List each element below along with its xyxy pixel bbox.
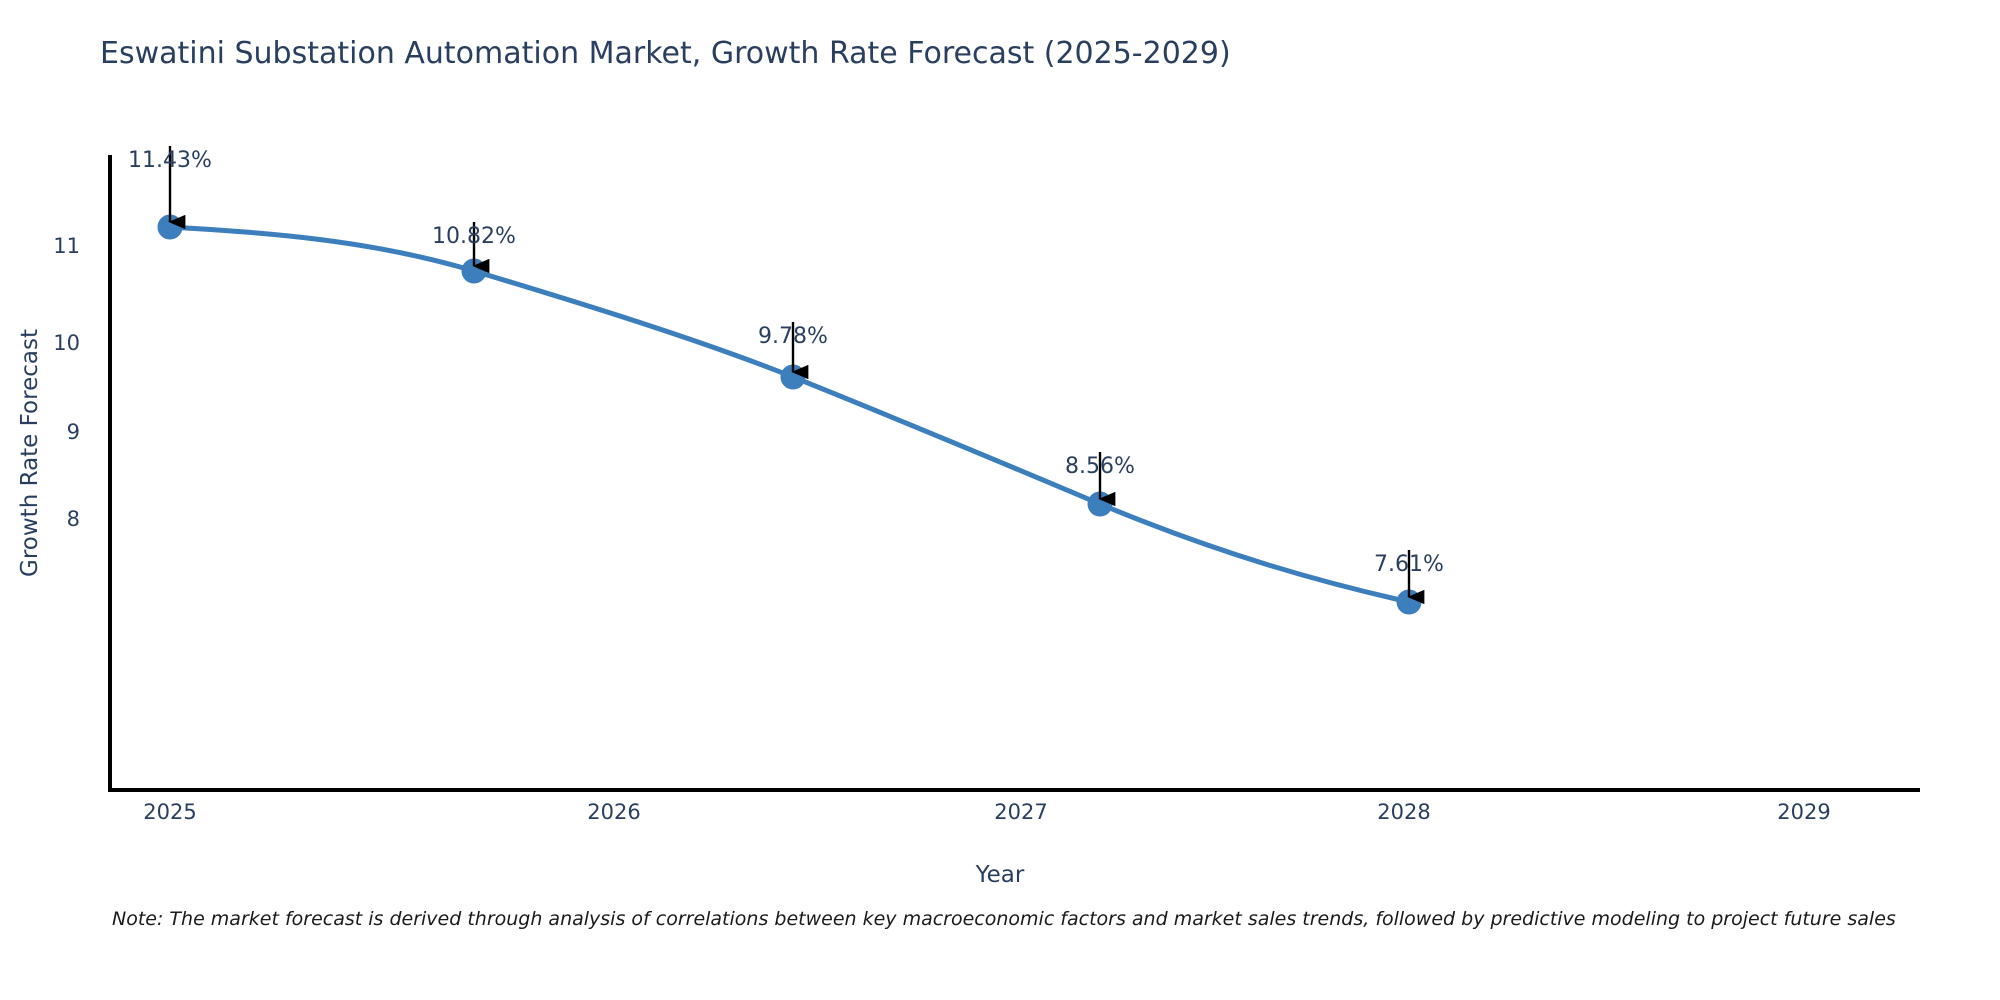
y-tick-label-8: 8	[66, 507, 80, 531]
footnote-note: Note: The market forecast is derived thr…	[112, 908, 1896, 930]
x-tick-label-2028: 2028	[1377, 800, 1431, 824]
data-label-2027: 9.78%	[758, 324, 828, 349]
x-tick-label-2027: 2027	[994, 800, 1048, 824]
x-tick-label-2025: 2025	[143, 800, 197, 824]
y-tick-label-11: 11	[53, 234, 80, 258]
x-tick-label-2026: 2026	[587, 800, 641, 824]
data-label-2029: 7.61%	[1374, 552, 1444, 577]
axis-spine	[108, 155, 1920, 792]
y-tick-label-10: 10	[53, 331, 80, 355]
x-tick-label-2029: 2029	[1777, 800, 1831, 824]
data-label-2026: 10.82%	[432, 224, 516, 249]
data-label-2028: 8.56%	[1065, 454, 1135, 479]
data-label-2025: 11.43%	[128, 148, 212, 173]
page-title: Eswatini Substation Automation Market, G…	[100, 36, 1231, 71]
x-axis-title: Year	[975, 862, 1025, 888]
y-tick-label-9: 9	[66, 420, 80, 444]
data-line-growth-rate-forecast	[167, 224, 1412, 605]
